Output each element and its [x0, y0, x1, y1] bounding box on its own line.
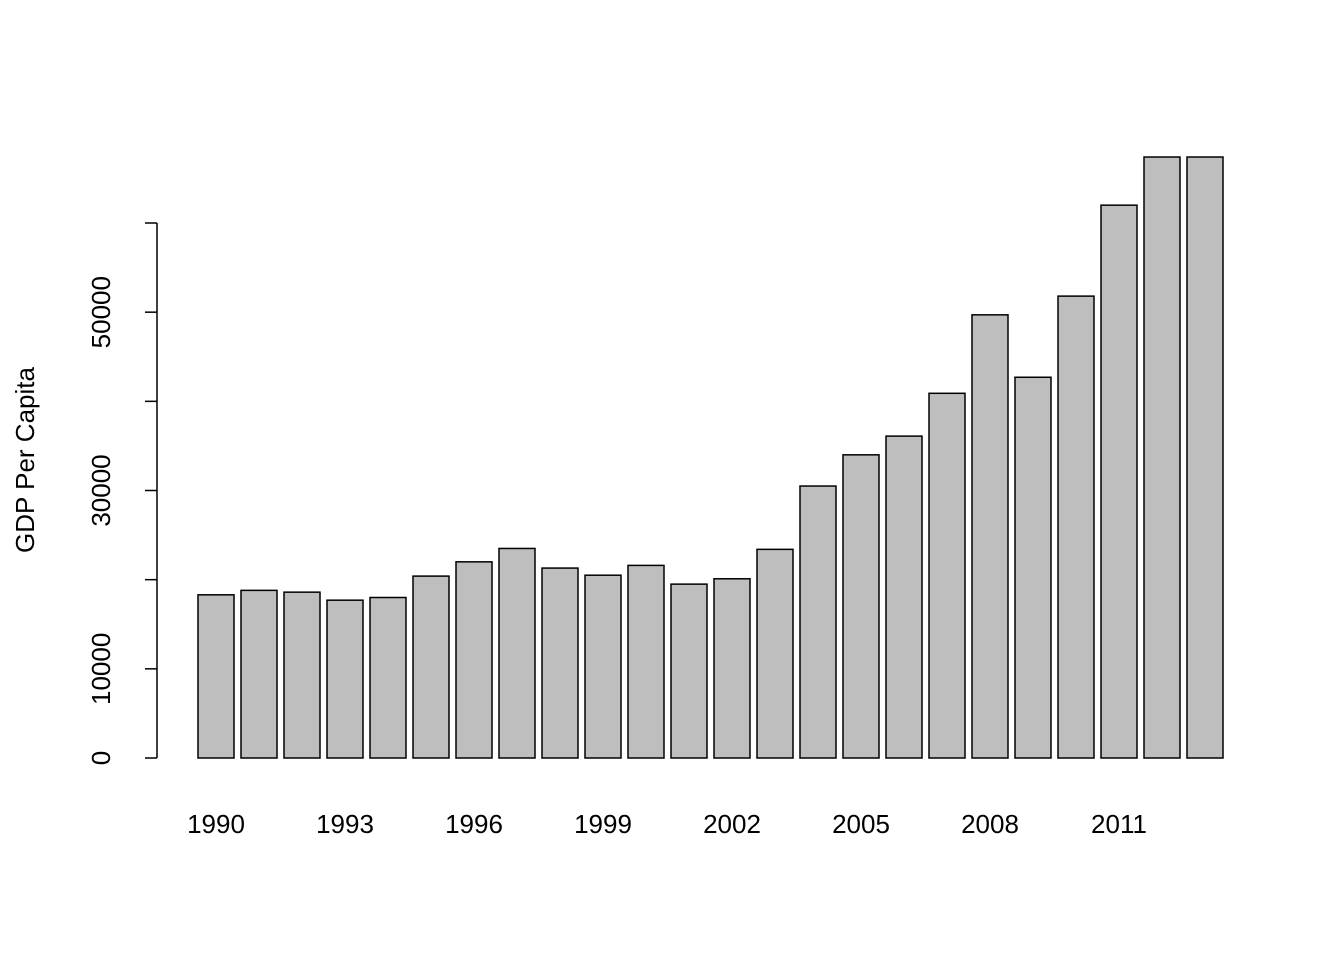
x-tick-label: 1996 [445, 809, 503, 839]
x-tick-label: 2008 [961, 809, 1019, 839]
x-tick-label: 1999 [574, 809, 632, 839]
x-tick-label: 2011 [1091, 809, 1147, 839]
bar [928, 392, 966, 759]
bar [326, 599, 364, 759]
y-tick-label: 50000 [86, 276, 116, 348]
bar [971, 314, 1009, 759]
bar [498, 547, 536, 759]
y-tick-label: 0 [86, 751, 116, 765]
bar [1057, 295, 1095, 759]
bar [240, 589, 278, 759]
y-tick-label: 10000 [86, 633, 116, 705]
x-tick-label: 1993 [316, 809, 374, 839]
x-tick-label: 2005 [832, 809, 890, 839]
bar [197, 594, 235, 759]
bar [1100, 204, 1138, 759]
bar [369, 596, 407, 759]
bar [283, 591, 321, 759]
bar [412, 575, 450, 759]
bar [670, 583, 708, 759]
bar [799, 485, 837, 759]
bar [455, 561, 493, 759]
bar [756, 548, 794, 759]
bar [713, 578, 751, 759]
bar [1186, 156, 1224, 759]
bar [541, 567, 579, 759]
bar [584, 574, 622, 759]
y-axis-label: GDP Per Capita [10, 366, 40, 552]
bar [842, 454, 880, 759]
bar [1014, 376, 1052, 759]
x-tick-label: 1990 [187, 809, 245, 839]
bar [885, 435, 923, 759]
x-tick-label: 2002 [703, 809, 761, 839]
bar [1143, 156, 1181, 759]
bar [627, 564, 665, 759]
y-tick-label: 30000 [86, 454, 116, 526]
